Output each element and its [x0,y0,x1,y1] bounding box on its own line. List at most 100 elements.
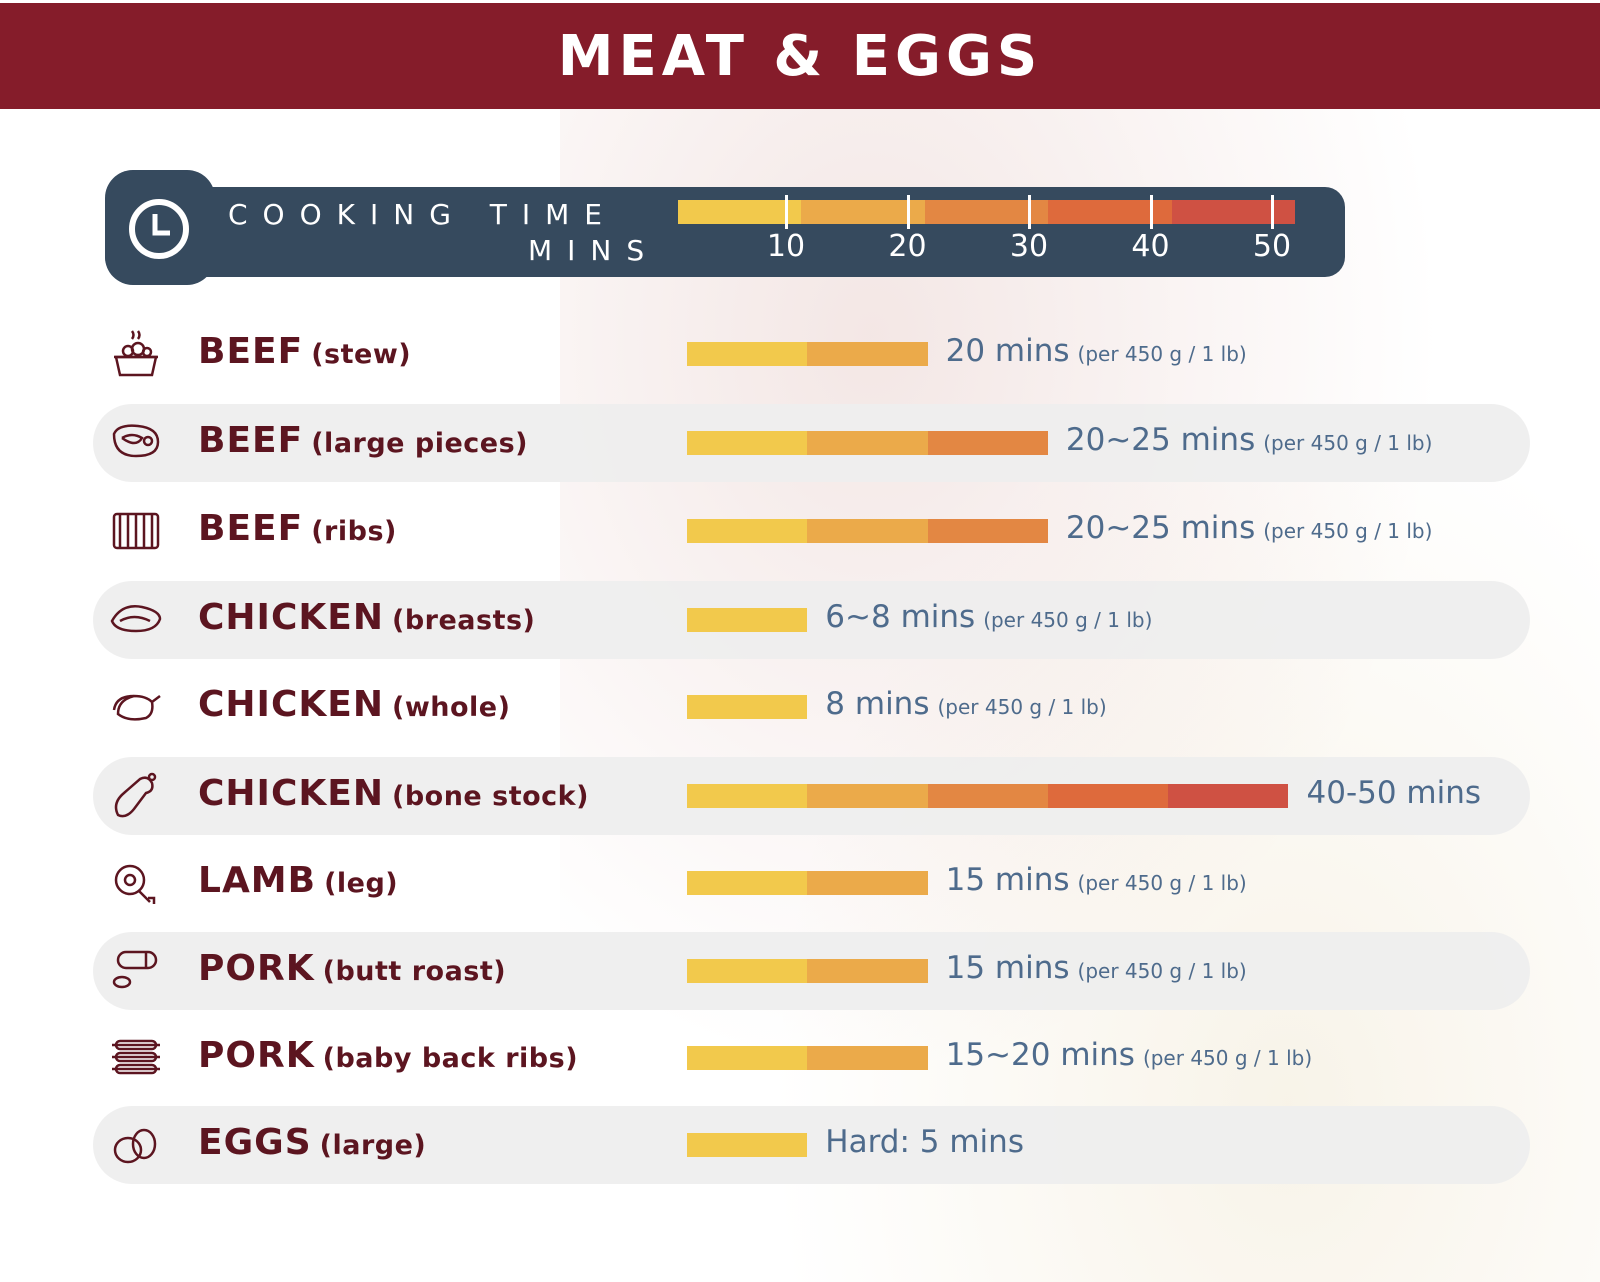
eggs-icon [113,1128,157,1164]
legend-tick-label: 50 [1252,229,1292,264]
food-name: CHICKEN [198,684,384,725]
stew-pot-icon [114,330,158,377]
chart-row: EGGS (large) Hard: 5 mins [93,1106,1530,1184]
legend-tick-label: 20 [888,229,927,264]
legend-tick [1028,195,1031,229]
bar-segment [687,342,808,366]
row-label: BEEF (ribs) [198,508,397,549]
row-label: PORK (butt roast) [198,948,506,989]
food-cut: (butt roast) [322,956,507,987]
food-name: EGGS [198,1122,312,1163]
legend-tick [1271,195,1274,229]
legend-segment [1048,200,1172,224]
bar-segment [1047,784,1169,808]
row-label: CHICKEN (breasts) [198,597,535,638]
chart-row: PORK (baby back ribs) 15~20 mins (per 450 … [93,1019,1530,1097]
row-label: CHICKEN (bone stock) [198,773,589,814]
row-label: LAMB (leg) [198,860,398,901]
food-name: PORK [198,948,315,989]
sausage-icon [112,950,158,989]
legend-tick [1149,195,1153,229]
bar-segment [687,431,808,455]
time-value: Hard: 5 mins [825,1124,1032,1160]
bar-segment [807,519,928,543]
legend-segment [801,200,925,224]
row-label: EGGS (large) [198,1122,426,1163]
steak-icon [112,424,160,458]
bar-segment [807,784,928,808]
time-text: 15 mins [945,862,1070,898]
bar-segment [807,1046,928,1070]
legend-tick [906,195,910,229]
per-weight-note: (per 450 g / 1 lb) [937,695,1107,719]
food-name: CHICKEN [198,773,384,814]
per-weight-note: (per 450 g / 1 lb) [1142,1046,1313,1070]
time-text: Hard: 5 mins [825,1124,1024,1160]
time-text: 20 mins [945,333,1070,369]
ribs-icon [112,512,160,550]
time-bar [687,342,928,366]
drumstick-icon [114,772,157,818]
time-text: 40-50 mins [1306,775,1482,811]
bar-segment [927,784,1048,808]
legend-segment [678,200,802,224]
bar-segment [687,1133,808,1157]
time-text: 6~8 mins [825,599,976,635]
per-weight-note: (per 450 g / 1 lb) [1077,342,1247,366]
bar-segment [927,519,1048,543]
bar-segment [807,871,928,895]
background-photo [560,100,1600,1282]
per-weight-note: (per 450 g / 1 lb) [1263,431,1433,455]
food-name: BEEF [198,508,304,549]
time-text: 15 mins [945,950,1070,986]
food-cut: (whole) [391,692,511,723]
per-weight-note: (per 450 g / 1 lb) [1263,519,1433,543]
time-bar [687,784,1289,808]
bar-segment [687,1046,808,1070]
bar-segment [687,519,808,543]
time-text: 8 mins [825,686,930,722]
time-text: 20~25 mins [1065,422,1256,458]
time-value: 15 mins (per 450 g / 1 lb) [946,862,1247,898]
bar-segment [807,342,928,366]
legend-unit: MINS [528,234,660,267]
time-text: 20~25 mins [1065,510,1256,546]
row-label: PORK (baby back ribs) [198,1035,578,1076]
page-title: MEAT & EGGS [557,23,1043,89]
food-cut: (breasts) [391,605,536,636]
bar-segment [807,959,928,983]
bar-segment [687,959,808,983]
bar-segment [1168,784,1289,808]
food-cut: (bone stock) [391,781,589,812]
legend-tick-label: 40 [1131,229,1170,264]
bar-segment [687,784,808,808]
time-value: 8 mins (per 450 g / 1 lb) [825,686,1106,722]
chart-row: LAMB (leg) 15 mins (per 450 g / 1 lb) [93,844,1530,922]
time-bar [687,959,928,983]
time-value: 40-50 mins [1307,775,1490,811]
header-banner: MEAT & EGGS [0,3,1600,109]
time-bar [687,608,808,632]
time-value: 15~20 mins (per 450 g / 1 lb) [946,1037,1313,1073]
food-name: BEEF [198,331,304,372]
food-name: PORK [198,1035,315,1076]
chart-row: BEEF (ribs) 20~25 mins (per 450 g / 1 lb) [93,492,1530,570]
legend-tick-label: 10 [766,229,806,264]
time-bar [687,1046,928,1070]
food-name: LAMB [198,860,317,901]
legend-segment [1171,200,1296,224]
bar-segment [687,608,808,632]
time-bar [687,519,1048,543]
time-bar [687,871,928,895]
food-cut: (baby back ribs) [322,1043,579,1074]
time-value: 15 mins (per 450 g / 1 lb) [946,950,1247,986]
chart-row: CHICKEN (bone stock) 40-50 mins [93,757,1530,835]
clock-icon [129,199,189,259]
per-weight-note: (per 450 g / 1 lb) [983,608,1153,632]
time-bar [687,431,1048,455]
time-value: 6~8 mins (per 450 g / 1 lb) [825,599,1152,635]
row-label: BEEF (large pieces) [198,420,528,461]
chart-row: CHICKEN (breasts) 6~8 mins (per 450 g / 1 … [93,581,1530,659]
bar-segment [807,431,928,455]
food-name: BEEF [198,420,304,461]
